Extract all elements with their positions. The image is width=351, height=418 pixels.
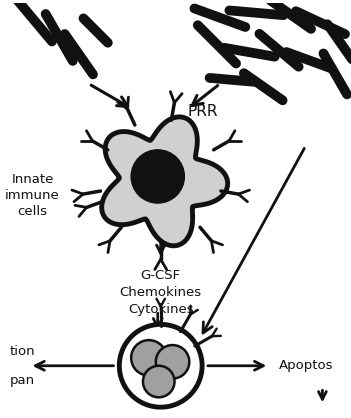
Text: Apoptos: Apoptos (279, 359, 333, 372)
Text: pan: pan (10, 374, 35, 387)
Circle shape (119, 324, 202, 407)
Circle shape (131, 150, 184, 203)
Circle shape (143, 366, 174, 398)
Text: tion: tion (10, 345, 35, 358)
Text: G-CSF
Chemokines
Cytokines: G-CSF Chemokines Cytokines (120, 269, 202, 316)
Circle shape (156, 345, 189, 379)
Polygon shape (102, 117, 228, 246)
Text: PRR: PRR (187, 104, 218, 119)
Circle shape (131, 340, 167, 376)
Text: Innate
immune
cells: Innate immune cells (5, 173, 60, 218)
